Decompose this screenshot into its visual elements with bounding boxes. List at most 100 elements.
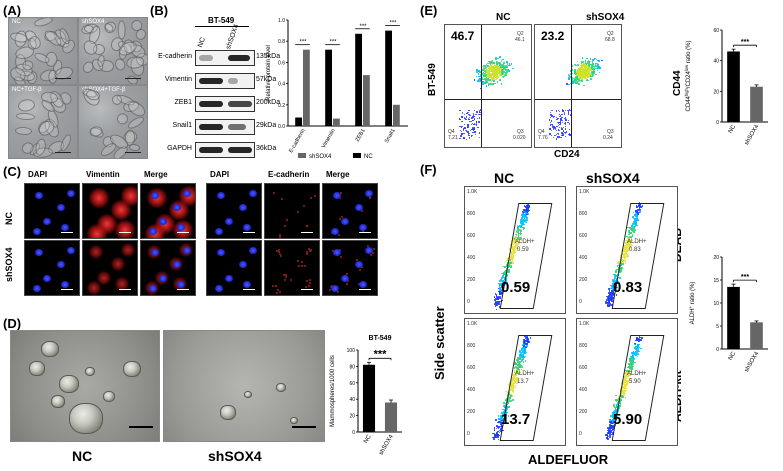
event bbox=[581, 69, 584, 71]
event bbox=[491, 74, 493, 77]
event bbox=[628, 374, 631, 376]
event bbox=[472, 126, 475, 129]
event bbox=[506, 71, 508, 73]
y-tick-label: 800 bbox=[467, 211, 476, 217]
ecadherin-signal bbox=[308, 281, 311, 284]
event bbox=[510, 241, 513, 244]
event bbox=[624, 244, 627, 247]
ecadherin-signal bbox=[339, 191, 342, 194]
event bbox=[493, 62, 495, 64]
event bbox=[609, 419, 612, 422]
fluorescence-image bbox=[82, 240, 138, 296]
quadrant-label: 46.1 bbox=[515, 37, 525, 43]
y-tick-label: 1.0K bbox=[579, 321, 590, 327]
event bbox=[503, 405, 506, 407]
event bbox=[625, 384, 627, 386]
event bbox=[622, 383, 624, 385]
cell bbox=[17, 97, 36, 113]
significance-mark: *** bbox=[374, 348, 388, 360]
event bbox=[508, 248, 511, 250]
event bbox=[515, 234, 518, 237]
y-axis-label-part: ratio (%) bbox=[686, 41, 692, 65]
event bbox=[518, 357, 520, 359]
nucleus bbox=[225, 275, 233, 282]
event bbox=[526, 340, 529, 343]
significance-mark: *** bbox=[329, 40, 337, 46]
event bbox=[630, 367, 632, 370]
event bbox=[469, 120, 471, 122]
event bbox=[633, 222, 635, 224]
event bbox=[581, 78, 584, 81]
event bbox=[521, 366, 523, 368]
event bbox=[581, 76, 584, 79]
event bbox=[585, 78, 588, 80]
event bbox=[584, 69, 586, 71]
event bbox=[512, 377, 514, 379]
event bbox=[635, 211, 637, 213]
quadrant-label: 7.76 bbox=[538, 135, 548, 141]
event bbox=[613, 283, 615, 286]
event bbox=[498, 72, 501, 74]
event bbox=[520, 354, 523, 356]
event bbox=[505, 402, 508, 405]
event bbox=[582, 68, 585, 71]
event bbox=[636, 349, 639, 351]
event bbox=[624, 387, 626, 390]
event bbox=[594, 64, 597, 66]
event bbox=[616, 399, 618, 402]
event bbox=[513, 245, 516, 248]
event bbox=[614, 417, 616, 419]
event bbox=[561, 109, 563, 111]
event bbox=[592, 62, 595, 65]
event bbox=[521, 224, 523, 226]
event bbox=[510, 262, 512, 264]
event bbox=[522, 211, 525, 213]
event bbox=[527, 207, 529, 210]
event bbox=[513, 237, 516, 240]
nucleus bbox=[159, 275, 167, 282]
quadrant-label: 7.21 bbox=[448, 135, 458, 141]
event bbox=[625, 378, 628, 381]
event bbox=[612, 282, 614, 285]
event bbox=[582, 75, 584, 77]
event bbox=[464, 127, 466, 129]
event bbox=[491, 77, 494, 80]
event bbox=[514, 375, 516, 378]
event bbox=[525, 205, 528, 207]
vimentin-signal bbox=[87, 281, 101, 295]
event bbox=[516, 245, 519, 247]
event bbox=[556, 126, 558, 128]
nucleus bbox=[243, 281, 251, 288]
event bbox=[513, 382, 516, 384]
y-tick-label: 200 bbox=[467, 277, 476, 283]
event bbox=[464, 117, 466, 119]
event bbox=[623, 249, 626, 252]
event bbox=[486, 71, 489, 73]
event bbox=[504, 65, 506, 67]
event bbox=[488, 62, 491, 65]
event bbox=[526, 213, 528, 216]
event bbox=[558, 113, 560, 116]
event bbox=[638, 204, 640, 206]
event bbox=[505, 398, 508, 400]
event bbox=[635, 222, 638, 225]
event bbox=[629, 236, 632, 239]
event bbox=[462, 129, 465, 131]
event bbox=[607, 429, 610, 432]
event bbox=[628, 233, 630, 236]
gate-label: ALDH+ bbox=[515, 239, 535, 245]
event bbox=[617, 410, 619, 412]
percent-value: 23.2 bbox=[541, 29, 565, 43]
y-axis-label-part: ALDH bbox=[690, 308, 696, 324]
y-axis-label: Relative protein level bbox=[266, 45, 272, 101]
event bbox=[606, 436, 609, 438]
event bbox=[608, 433, 611, 436]
event bbox=[580, 68, 583, 71]
event bbox=[479, 109, 481, 111]
event bbox=[491, 61, 494, 64]
event bbox=[627, 238, 630, 241]
quadrant-label: Q2 bbox=[517, 31, 524, 37]
fluorescence-image bbox=[206, 240, 262, 296]
event bbox=[511, 389, 514, 392]
event bbox=[612, 432, 614, 434]
